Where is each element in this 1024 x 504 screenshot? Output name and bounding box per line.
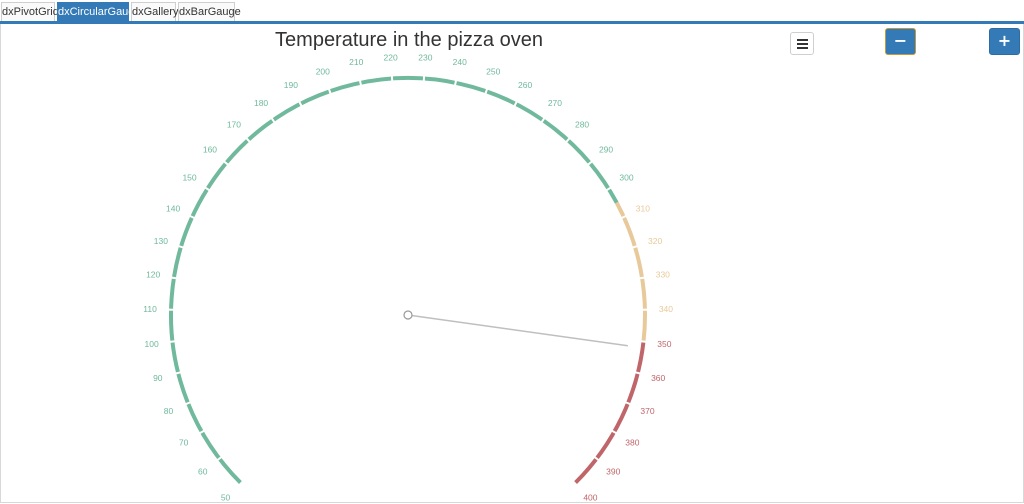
scale-label: 310: [636, 203, 650, 213]
scale-label: 380: [625, 437, 639, 447]
scale-tick: [513, 100, 518, 107]
scale-tick: [453, 79, 458, 86]
scale-label: 110: [143, 304, 157, 314]
scale-label: 230: [418, 53, 432, 63]
gauge-title: Temperature in the pizza oven: [275, 29, 543, 51]
scale-tick: [170, 276, 178, 280]
tab-bar: dxPivotGrid dxCircularGauge dxGallery dx…: [0, 0, 1024, 22]
scale-tick: [593, 455, 600, 462]
scale-label: 400: [583, 492, 597, 502]
scale-label: 320: [648, 236, 662, 246]
scale-label: 240: [453, 57, 467, 67]
scale-label: 150: [182, 173, 196, 183]
scale-tick: [298, 100, 303, 107]
tab-bargauge[interactable]: dxBarGauge: [178, 2, 241, 21]
scale-label: 60: [198, 466, 208, 476]
scale-label: 200: [316, 66, 330, 76]
scale-tick: [175, 371, 182, 375]
scale-tick: [484, 88, 489, 95]
scale-tick: [638, 276, 646, 280]
scale-tick: [189, 214, 196, 220]
tab-underline: [0, 21, 1024, 24]
scale-tick: [634, 371, 641, 375]
needle-hub: [403, 310, 413, 320]
tab-pivotgrid[interactable]: dxPivotGrid: [1, 2, 59, 21]
scale-tick: [631, 245, 639, 249]
scale-label: 100: [145, 339, 159, 349]
gauge-range-0: [169, 76, 619, 484]
scale-label: 250: [486, 66, 500, 76]
scale-label: 80: [164, 406, 174, 416]
scale-label: 120: [146, 270, 160, 280]
scale-label: 220: [384, 53, 398, 63]
scale-tick: [565, 137, 571, 143]
scale-label: 50: [221, 492, 231, 502]
increase-button[interactable]: +: [989, 28, 1020, 55]
scale-tick: [223, 160, 230, 166]
scale-label: 330: [656, 270, 670, 280]
scale-label: 170: [227, 120, 241, 130]
scale-tick: [270, 117, 276, 124]
scale-label: 260: [518, 80, 532, 90]
scale-label: 370: [640, 406, 654, 416]
scale-tick: [358, 79, 363, 86]
scale-label: 340: [659, 304, 673, 314]
decrease-button[interactable]: −: [885, 28, 916, 55]
scale-tick: [169, 340, 176, 343]
scale-label: 290: [599, 145, 613, 155]
tab-gallery[interactable]: dxGallery: [131, 2, 178, 21]
scale-label: 160: [203, 145, 217, 155]
scale-label: 390: [606, 466, 620, 476]
scale-label: 280: [575, 120, 589, 130]
scale-label: 70: [179, 437, 189, 447]
scale-label: 190: [284, 80, 298, 90]
gauge-range-1: [614, 201, 647, 342]
scale-label: 210: [349, 57, 363, 67]
scale-tick: [216, 455, 223, 462]
scale-label: 90: [153, 373, 163, 383]
scale-label: 130: [154, 236, 168, 246]
scale-label: 180: [254, 98, 268, 108]
scale-tick: [327, 88, 332, 95]
scale-label: 350: [657, 339, 671, 349]
scale-tick: [245, 137, 251, 143]
scale-label: 300: [619, 173, 633, 183]
scale-label: 140: [166, 203, 180, 213]
scale-tick: [177, 245, 185, 249]
scale-tick: [611, 429, 618, 435]
scale-tick: [540, 117, 546, 124]
scale-tick: [198, 429, 205, 435]
scale-tick: [204, 186, 211, 192]
hamburger-menu-icon[interactable]: [790, 32, 814, 55]
scale-label: 270: [548, 98, 562, 108]
scale-tick: [586, 160, 593, 166]
tab-circulargauge[interactable]: dxCircularGauge: [57, 2, 141, 21]
scale-tick: [605, 186, 612, 192]
scale-tick: [184, 401, 192, 406]
gauge-range-2: [574, 341, 646, 484]
scale-label: 360: [651, 373, 665, 383]
gauge-needle: [407, 314, 628, 347]
scale-tick: [620, 214, 627, 220]
scale-tick: [640, 340, 647, 343]
scale-tick: [624, 401, 632, 406]
